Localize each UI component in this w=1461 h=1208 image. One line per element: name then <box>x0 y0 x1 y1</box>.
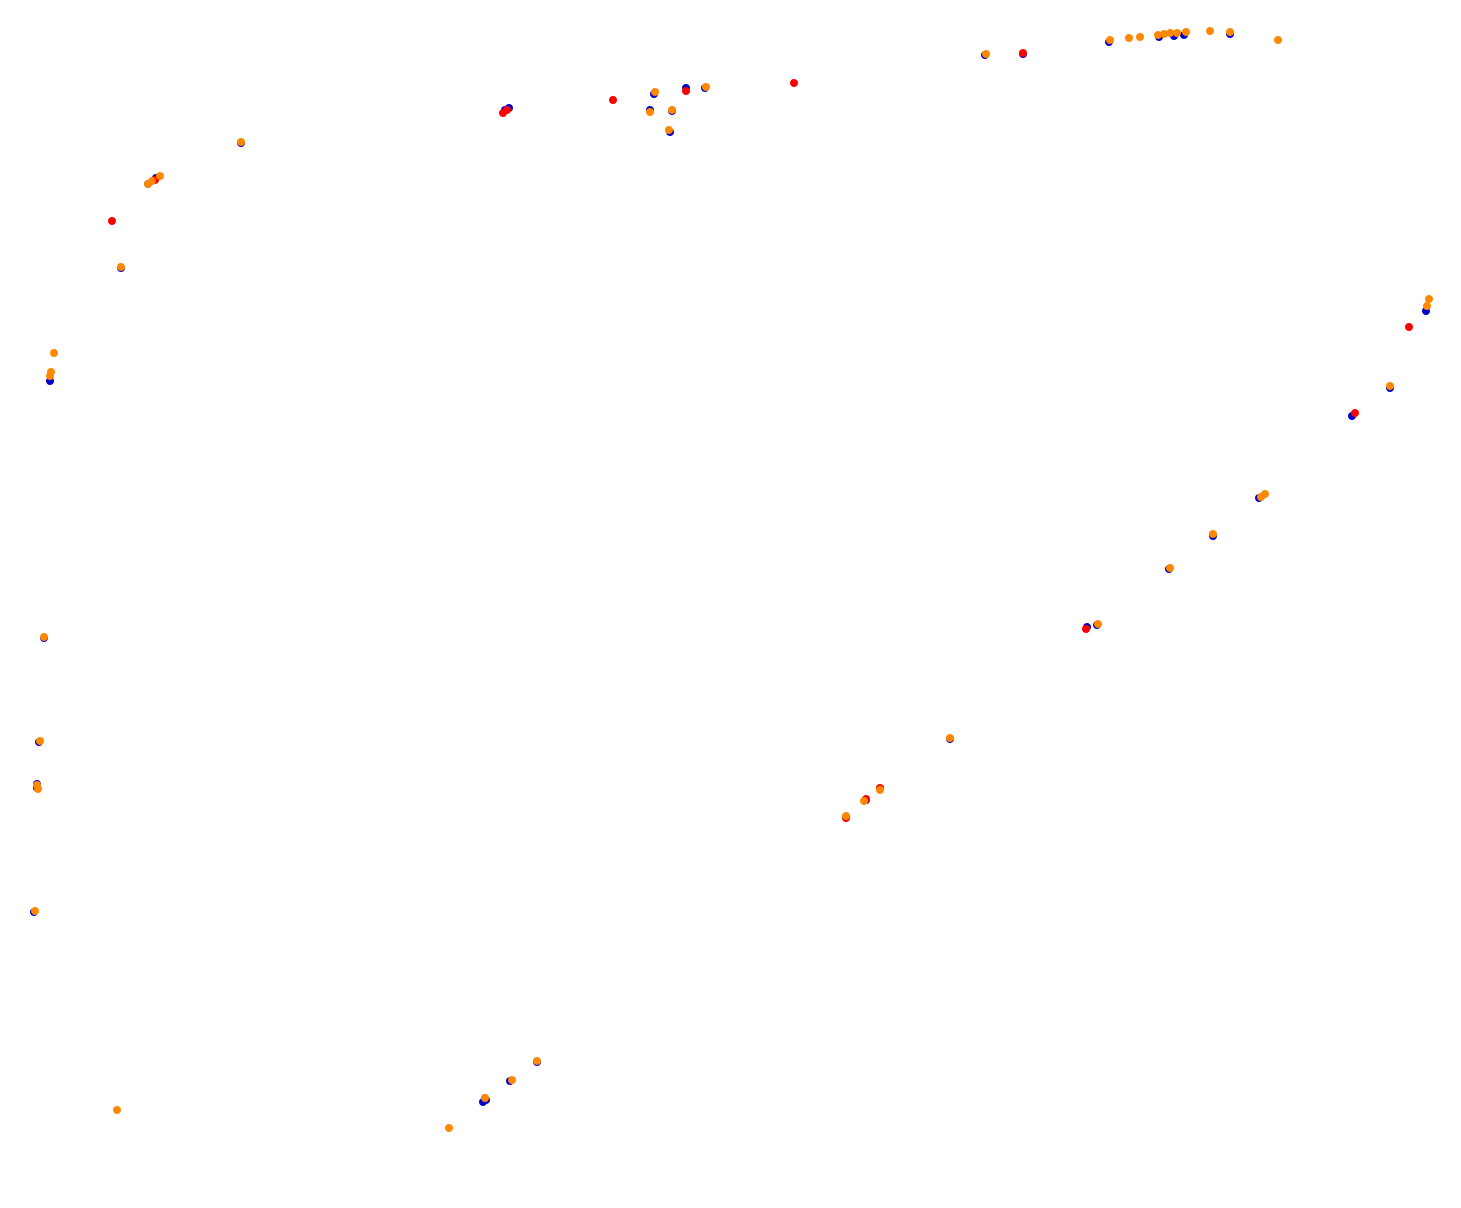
series-2 <box>108 49 1413 1102</box>
series-3-point-4 <box>156 172 164 180</box>
series-2-point-10 <box>1351 409 1359 417</box>
series-3-point-9 <box>40 633 48 641</box>
series-3-point-3 <box>148 177 156 185</box>
series-3-point-18 <box>533 1057 541 1065</box>
series-3-point-42 <box>1166 564 1174 572</box>
series-3-point-46 <box>860 797 868 805</box>
series-3-point-43 <box>1094 620 1102 628</box>
series-3-point-34 <box>1226 28 1234 36</box>
series-2-point-6 <box>682 87 690 95</box>
series-2-point-11 <box>1082 625 1090 633</box>
series-3-point-37 <box>1423 302 1431 310</box>
series-1 <box>30 30 1430 1106</box>
series-3-point-10 <box>36 737 44 745</box>
series-3-point-8 <box>46 372 54 380</box>
series-3-point-40 <box>1257 493 1265 501</box>
series-3-point-24 <box>982 50 990 58</box>
series-2-point-7 <box>790 79 798 87</box>
series-3-point-25 <box>1106 36 1114 44</box>
series-2-point-8 <box>1019 49 1027 57</box>
series-3-point-47 <box>842 812 850 820</box>
series-3-point-36 <box>1425 295 1433 303</box>
series-3-point-1 <box>237 138 245 146</box>
series-2-point-5 <box>609 96 617 104</box>
series-3-point-19 <box>651 88 659 96</box>
series-3-point-35 <box>1274 36 1282 44</box>
series-3-point-16 <box>481 1094 489 1102</box>
series-3-point-14 <box>113 1106 121 1114</box>
series-2-point-1 <box>108 217 116 225</box>
series-3-point-21 <box>668 106 676 114</box>
series-3-point-12 <box>34 785 42 793</box>
series-3-point-28 <box>1154 31 1162 39</box>
series-3-point-17 <box>508 1076 516 1084</box>
series-3-point-38 <box>1386 382 1394 390</box>
series-3-point-23 <box>702 83 710 91</box>
series-3-point-32 <box>1182 28 1190 36</box>
series-3-point-13 <box>31 907 39 915</box>
series-3-point-33 <box>1206 27 1214 35</box>
series-3-point-15 <box>445 1124 453 1132</box>
series-2-point-9 <box>1405 323 1413 331</box>
series-3-point-41 <box>1209 530 1217 538</box>
series-3 <box>31 27 1433 1132</box>
series-3-point-26 <box>1125 34 1133 42</box>
series-3-point-30 <box>1166 29 1174 37</box>
series-layer <box>30 27 1433 1132</box>
series-3-point-45 <box>876 786 884 794</box>
series-3-point-20 <box>646 108 654 116</box>
series-2-point-4 <box>503 106 511 114</box>
series-3-point-44 <box>946 734 954 742</box>
series-3-point-22 <box>665 126 673 134</box>
series-3-point-6 <box>50 349 58 357</box>
series-3-point-27 <box>1136 33 1144 41</box>
series-3-point-29 <box>1160 30 1168 38</box>
series-3-point-31 <box>1173 29 1181 37</box>
series-3-point-5 <box>117 263 125 271</box>
